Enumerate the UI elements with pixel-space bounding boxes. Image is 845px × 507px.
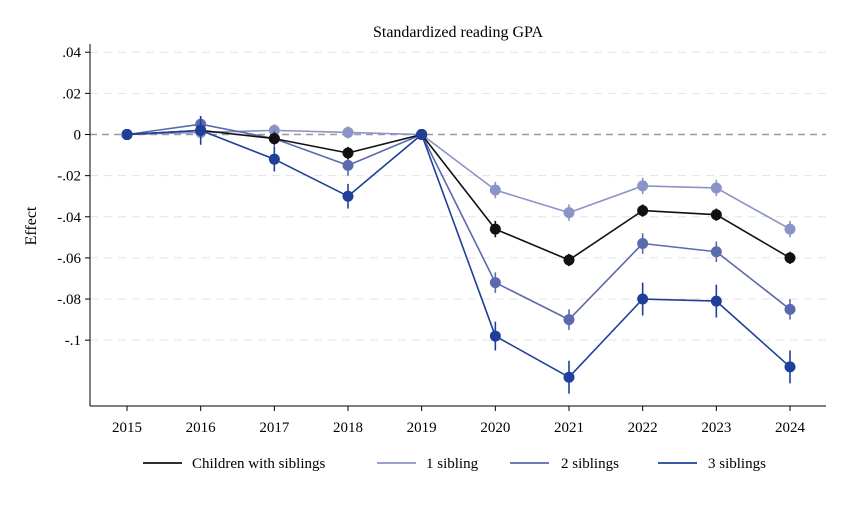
x-tick-label: 2017 [259, 420, 290, 436]
y-tick-label: 0 [74, 128, 82, 144]
legend-label: Children with siblings [192, 456, 326, 472]
axes: .04 .02 0 -.02 -.04 -.06 -.08 -.1 2015 2016 2017 20… [57, 44, 826, 436]
y-tick-label: .04 [62, 45, 81, 61]
y-tick-label: -.1 [65, 333, 81, 349]
legend-label: 1 sibling [426, 456, 479, 472]
data-point [563, 207, 575, 219]
data-point [121, 129, 133, 140]
data-point [637, 293, 649, 305]
data-point [784, 223, 796, 235]
y-axis-label: Effect [23, 206, 40, 245]
data-point [489, 223, 501, 235]
data-point [489, 277, 501, 289]
data-point [563, 314, 575, 326]
y-tick-label: -.06 [57, 251, 81, 267]
series-3 [121, 115, 796, 394]
data-point [268, 153, 280, 165]
data-point [342, 159, 354, 171]
data-point [710, 246, 722, 258]
x-tick-label: 2018 [333, 420, 363, 436]
data-point [637, 205, 649, 217]
x-tick-label: 2021 [554, 420, 584, 436]
legend-label: 3 siblings [708, 456, 766, 472]
x-tick-label: 2024 [775, 420, 806, 436]
series-line [126, 123, 791, 321]
legend-label: 2 siblings [561, 456, 619, 472]
data-point [637, 238, 649, 250]
series-line [126, 129, 791, 230]
y-tick-label: .02 [62, 86, 81, 102]
data-point [637, 180, 649, 192]
data-point [342, 126, 354, 138]
data-point [342, 190, 354, 202]
y-tick-label: -.02 [57, 169, 81, 185]
data-point [710, 295, 722, 307]
data-point [563, 371, 575, 383]
data-point [710, 209, 722, 221]
data-point [416, 129, 428, 140]
data-point [268, 133, 280, 145]
x-tick-label: 2016 [186, 420, 217, 436]
data-point [784, 361, 796, 373]
series-2 [121, 115, 796, 330]
data-point [784, 252, 796, 264]
series-0 [121, 124, 796, 267]
x-tick-label: 2020 [480, 420, 510, 436]
series-line [126, 129, 791, 379]
y-tick-label: -.04 [57, 210, 81, 226]
data-point [784, 303, 796, 315]
data-point [342, 147, 354, 159]
legend: Children with siblings 1 sibling 2 sibling… [143, 456, 766, 472]
x-tick-label: 2019 [407, 420, 437, 436]
chart-title: Standardized reading GPA [373, 24, 543, 41]
data-point [710, 182, 722, 194]
x-tick-label: 2023 [701, 420, 731, 436]
x-tick-label: 2022 [628, 420, 658, 436]
series-group [121, 115, 796, 394]
data-point [489, 330, 501, 342]
x-tick-label: 2015 [112, 420, 142, 436]
data-point [563, 254, 575, 266]
series-line [126, 129, 791, 261]
data-point [195, 124, 207, 136]
data-point [489, 184, 501, 196]
y-tick-label: -.08 [57, 292, 81, 308]
